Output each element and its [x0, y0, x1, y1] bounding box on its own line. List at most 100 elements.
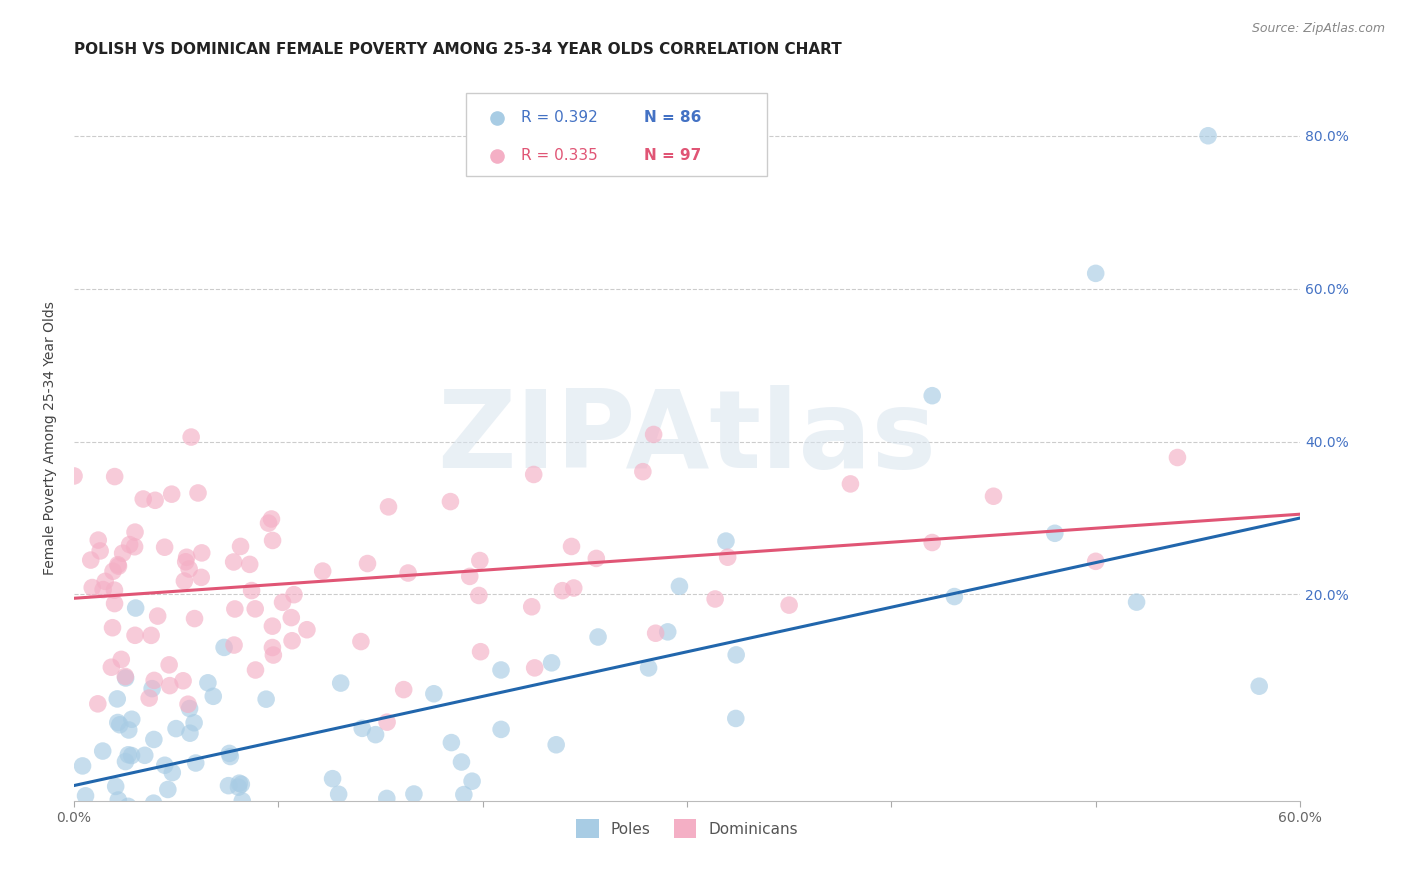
Point: [176, 550, 198, 565]
Point: [117, 747, 139, 762]
Point: [179, 701, 201, 715]
Point: [644, 626, 666, 640]
Point: [184, 756, 207, 770]
Point: [228, 780, 250, 794]
Point: [637, 661, 659, 675]
Point: [224, 602, 246, 616]
Point: [159, 679, 181, 693]
Point: [839, 476, 862, 491]
Point: [468, 589, 491, 603]
Point: [110, 812, 132, 826]
Point: [202, 690, 225, 704]
Point: [551, 583, 574, 598]
Point: [450, 755, 472, 769]
Point: [704, 592, 727, 607]
Point: [262, 648, 284, 662]
Point: [1166, 450, 1188, 465]
Point: [231, 794, 253, 808]
Text: ZIPAtlas: ZIPAtlas: [437, 384, 936, 491]
Point: [134, 748, 156, 763]
Point: [107, 559, 129, 574]
Point: [262, 640, 284, 655]
Point: [142, 732, 165, 747]
Point: [100, 660, 122, 674]
Point: [714, 534, 737, 549]
Point: [179, 562, 201, 576]
Point: [768, 62, 790, 76]
Point: [118, 723, 141, 737]
Point: [114, 755, 136, 769]
Point: [107, 715, 129, 730]
Point: [153, 540, 176, 554]
Point: [104, 780, 127, 794]
Text: POLISH VS DOMINICAN FEMALE POVERTY AMONG 25-34 YEAR OLDS CORRELATION CHART: POLISH VS DOMINICAN FEMALE POVERTY AMONG…: [73, 42, 842, 57]
Point: [142, 796, 165, 810]
Point: [105, 692, 128, 706]
Point: [190, 570, 212, 584]
Point: [183, 611, 205, 625]
Point: [254, 692, 277, 706]
Point: [153, 758, 176, 772]
Point: [439, 494, 461, 508]
Point: [180, 430, 202, 444]
Point: [232, 805, 254, 819]
Point: [160, 487, 183, 501]
Point: [143, 673, 166, 688]
Point: [103, 583, 125, 598]
Point: [1084, 554, 1107, 568]
Point: [724, 711, 747, 725]
Point: [295, 623, 318, 637]
Point: [328, 787, 350, 801]
Point: [172, 673, 194, 688]
Point: [82, 581, 104, 595]
Point: [117, 799, 139, 814]
Point: [174, 555, 197, 569]
Point: [983, 489, 1005, 503]
Text: N = 97: N = 97: [644, 148, 702, 163]
Point: [156, 782, 179, 797]
Point: [562, 581, 585, 595]
Point: [546, 738, 568, 752]
Point: [143, 493, 166, 508]
Point: [228, 776, 250, 790]
Point: [190, 546, 212, 560]
Point: [121, 748, 143, 763]
Point: [239, 558, 262, 572]
Point: [101, 564, 124, 578]
Point: [89, 544, 111, 558]
Point: [260, 512, 283, 526]
Point: [110, 652, 132, 666]
Point: [101, 621, 124, 635]
Point: [222, 638, 245, 652]
Point: [75, 789, 97, 803]
Point: [352, 722, 374, 736]
Point: [146, 609, 169, 624]
Point: [778, 598, 800, 612]
Point: [165, 722, 187, 736]
Point: [643, 427, 665, 442]
Y-axis label: Female Poverty Among 25-34 Year Olds: Female Poverty Among 25-34 Year Olds: [44, 301, 58, 574]
Point: [231, 777, 253, 791]
Point: [364, 728, 387, 742]
Point: [118, 538, 141, 552]
Point: [356, 557, 378, 571]
Point: [114, 671, 136, 685]
Point: [520, 599, 543, 614]
Point: [392, 682, 415, 697]
Point: [423, 687, 446, 701]
Point: [657, 624, 679, 639]
Point: [96, 857, 118, 871]
Point: [717, 550, 740, 565]
Point: [91, 744, 114, 758]
Point: [921, 389, 943, 403]
Point: [560, 540, 582, 554]
Text: Source: ZipAtlas.com: Source: ZipAtlas.com: [1251, 22, 1385, 36]
Point: [245, 663, 267, 677]
Point: [470, 645, 492, 659]
Point: [262, 619, 284, 633]
Point: [156, 830, 179, 844]
Text: R = 0.335: R = 0.335: [522, 148, 598, 163]
Point: [240, 583, 263, 598]
Point: [280, 610, 302, 624]
Point: [217, 779, 239, 793]
